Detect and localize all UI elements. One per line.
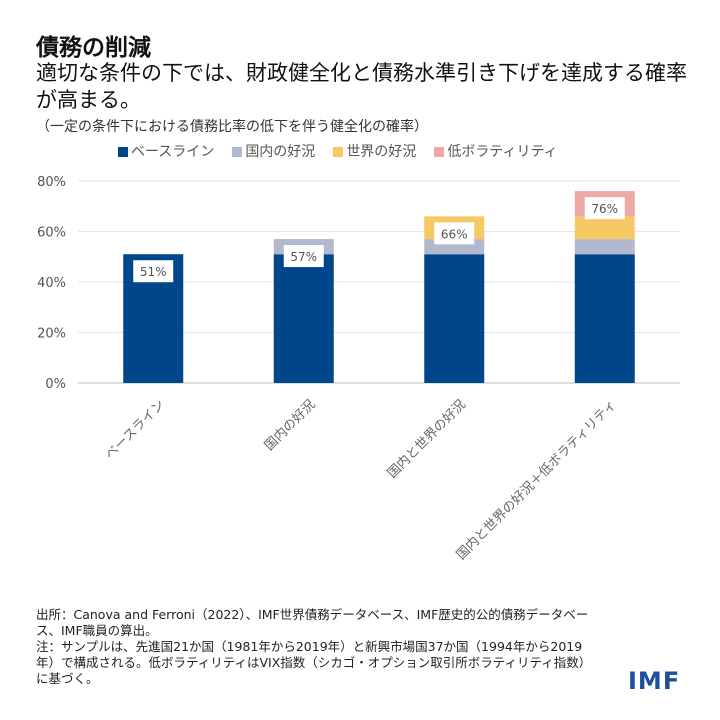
y-tick-label: 20% xyxy=(37,327,66,342)
legend-item: 国内の好況 xyxy=(232,141,315,161)
bar-segment xyxy=(273,254,334,383)
data-label-box xyxy=(283,245,324,268)
x-tick-label: 国内と世界の好況 xyxy=(384,397,469,482)
data-label-box xyxy=(434,222,475,245)
x-tick-label: 国内と世界の好況＋低ボラティリティ xyxy=(453,397,619,563)
legend-swatch xyxy=(118,147,128,157)
bar-chart: 0% 20% 40% 60% 80% 51% ベースライン 57% 国内の好況 66% 国内と世界の… xyxy=(37,175,680,563)
legend-item: 世界の好況 xyxy=(333,141,416,161)
chart-note: （一定の条件下における債務比率の低下を伴う健全化の確率） xyxy=(36,119,428,135)
legend-label: 国内の好況 xyxy=(245,144,316,160)
legend-item: ベースライン xyxy=(118,141,214,161)
data-label: 51% xyxy=(140,265,167,279)
imf-logo: IMF xyxy=(628,667,681,695)
chart-subtitle: 適切な条件の下では、財政健全化と債務水準引き下げを達成する確率が高まる。 xyxy=(36,61,687,112)
bar-segment xyxy=(424,254,485,383)
data-label-box xyxy=(133,260,174,283)
bar-segment xyxy=(574,239,635,255)
footer: 出所：Canova and Ferroni（2022）、IMF世界債務データベー… xyxy=(36,607,596,687)
footnote-text: 注：サンプルは、先進国21か国（1981年から2019年）と新興市場国37か国（… xyxy=(36,639,592,686)
legend-swatch xyxy=(232,147,243,157)
legend-swatch xyxy=(434,147,445,157)
legend-item: 低ボラティリティ xyxy=(434,141,558,161)
data-label: 76% xyxy=(591,202,618,216)
legend-label: 世界の好況 xyxy=(346,144,417,160)
bar-segment xyxy=(574,254,635,383)
data-label-box xyxy=(584,197,625,220)
source-text: 出所：Canova and Ferroni（2022）、IMF世界債務データベー… xyxy=(36,607,589,638)
y-tick-label: 0% xyxy=(45,377,66,392)
y-tick-label: 40% xyxy=(37,276,66,291)
data-label: 57% xyxy=(290,250,317,264)
y-tick-label: 60% xyxy=(37,226,66,241)
legend: ベースライン 国内の好況 世界の好況 低ボラティリティ xyxy=(118,141,558,161)
x-tick-label: 国内の好況 xyxy=(261,397,318,454)
data-label: 66% xyxy=(441,227,468,241)
legend-label: ベースライン xyxy=(131,144,215,160)
y-tick-label: 80% xyxy=(37,175,66,190)
legend-label: 低ボラティリティ xyxy=(447,144,558,160)
bar-segment xyxy=(574,216,635,240)
x-tick-label: ベースライン xyxy=(103,397,168,462)
legend-swatch xyxy=(333,147,344,157)
chart-title: 債務の削減 xyxy=(36,35,151,61)
